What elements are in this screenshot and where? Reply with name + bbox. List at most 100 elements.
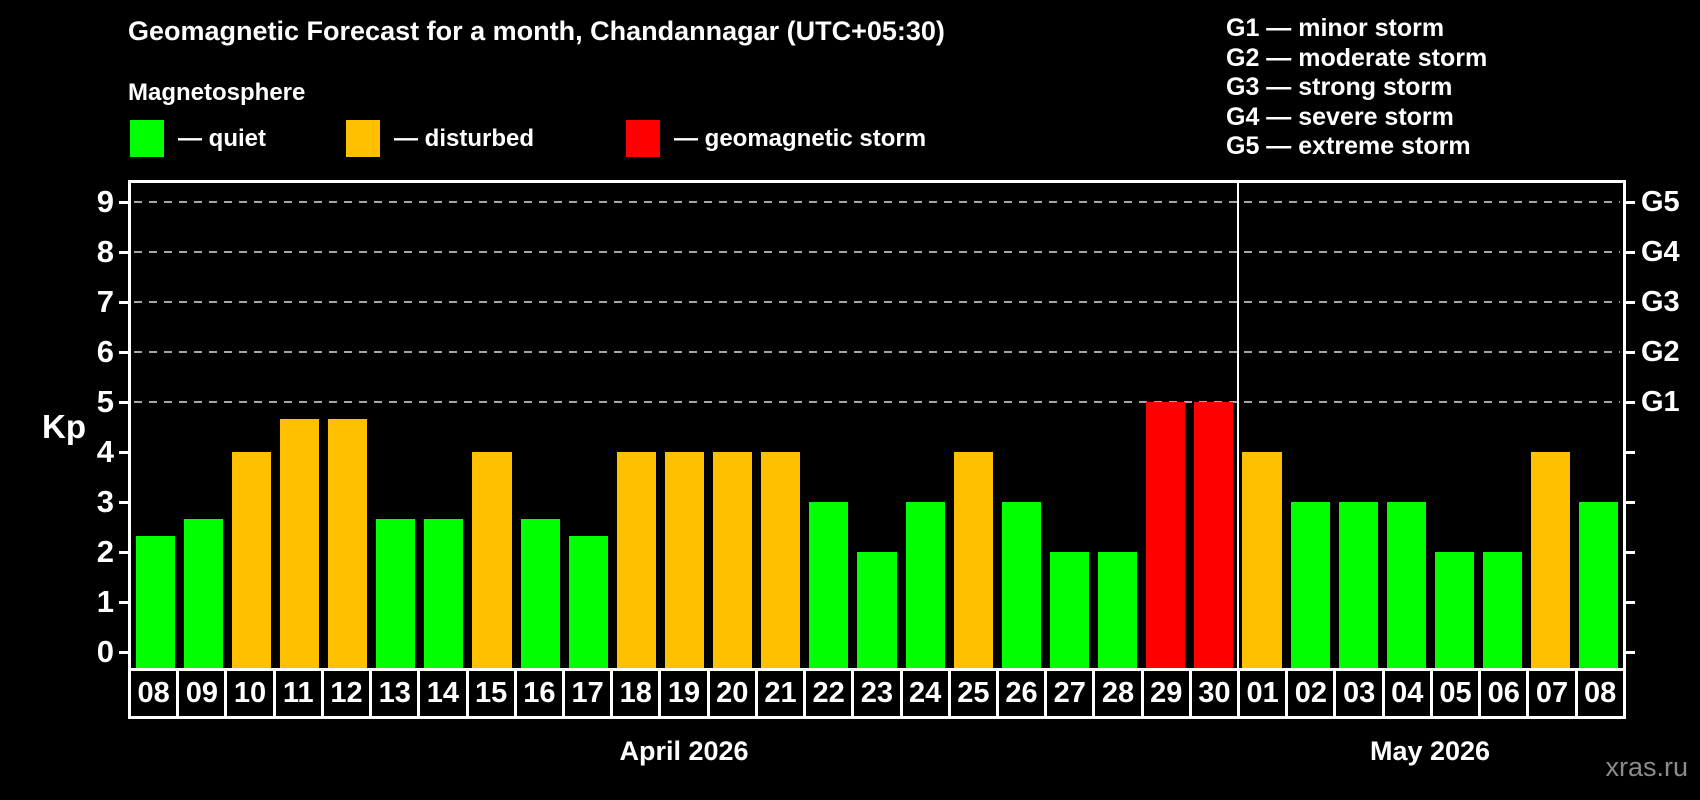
day-cell-01: 01 — [1240, 671, 1289, 716]
day-cell-19: 19 — [661, 671, 710, 716]
day-cell-07: 07 — [1529, 671, 1578, 716]
day-cell-13: 13 — [372, 671, 421, 716]
y-tick-label-7: 7 — [96, 284, 114, 319]
kp-bar-day-06 — [1483, 552, 1523, 668]
day-axis-row: 08 09 10 11 12 13 14 15 16 17 18 19 20 21 22 23 24 25 26 27… — [128, 668, 1626, 719]
y-axis-title: Kp — [42, 408, 86, 445]
kp-bar-day-09 — [183, 518, 223, 668]
y-tick-right-5 — [1623, 400, 1635, 404]
day-cell-26: 26 — [999, 671, 1048, 716]
y-tick-label-1: 1 — [96, 584, 114, 619]
y-tick-label-8: 8 — [96, 234, 114, 269]
kp-bar-day-16 — [520, 518, 560, 668]
gridline-kp5 — [134, 401, 1620, 403]
y-tick-right-7 — [1623, 300, 1635, 304]
g-axis-label-g2: G2 — [1641, 336, 1680, 368]
month-label-april: April 2026 — [619, 736, 749, 766]
day-cell-06: 06 — [1481, 671, 1530, 716]
g-legend-line-4: G4 — severe storm — [1226, 102, 1454, 131]
kp-bar-day-08 — [135, 535, 175, 668]
g-axis-label-g1: G1 — [1641, 386, 1680, 418]
day-cell-15: 15 — [469, 671, 517, 716]
y-tick-right-2 — [1623, 550, 1635, 554]
y-tick-label-2: 2 — [96, 534, 114, 569]
kp-bar-day-29 — [1146, 402, 1186, 668]
kp-bar-day-24 — [905, 502, 945, 668]
y-tick-left-9 — [119, 200, 131, 204]
kp-bar-day-13 — [376, 518, 416, 668]
kp-bar-day-28 — [1098, 552, 1138, 668]
day-cell-10: 10 — [227, 671, 276, 716]
day-cell-28: 28 — [1095, 671, 1144, 716]
g-legend-line-3: G3 — strong storm — [1226, 73, 1453, 102]
legend-item-quiet: — quiet — [130, 120, 266, 157]
y-tick-left-6 — [119, 350, 131, 354]
day-cell-02: 02 — [1288, 671, 1337, 716]
magnetosphere-heading: Magnetosphere — [128, 79, 306, 106]
kp-bar-day-17 — [568, 535, 608, 668]
kp-bar-day-23 — [857, 552, 897, 668]
y-tick-left-3 — [119, 500, 131, 504]
g-legend-line-2: G2 — moderate storm — [1226, 43, 1488, 72]
kp-bar-day-15 — [472, 452, 512, 668]
day-cell-14: 14 — [420, 671, 469, 716]
day-cell-23: 23 — [854, 671, 903, 716]
y-tick-left-5 — [119, 400, 131, 404]
kp-bar-day-18 — [616, 452, 656, 668]
g-axis-label-g3: G3 — [1641, 286, 1680, 318]
y-tick-right-0 — [1623, 650, 1635, 654]
legend-label-storm: — geomagnetic storm — [674, 124, 927, 152]
day-cell-08: 08 — [131, 671, 180, 716]
y-tick-right-4 — [1623, 450, 1635, 454]
y-tick-label-3: 3 — [96, 484, 114, 519]
kp-bar-day-11 — [279, 418, 319, 668]
kp-bar-day-05 — [1434, 552, 1475, 668]
kp-bar-day-26 — [1001, 502, 1041, 668]
g-axis-label-g4: G4 — [1641, 236, 1680, 268]
gridline-kp7 — [134, 301, 1620, 303]
y-tick-right-9 — [1623, 200, 1635, 204]
y-tick-label-6: 6 — [96, 334, 114, 369]
g-axis-label-g5: G5 — [1641, 186, 1680, 218]
kp-bar-day-10 — [231, 452, 271, 668]
day-cell-09: 09 — [179, 671, 228, 716]
y-tick-left-4 — [119, 450, 131, 454]
gridline-kp8 — [134, 251, 1620, 253]
g-scale-legend: G1 — minor storm G2 — moderate storm G3 — … — [1226, 14, 1487, 162]
kp-bar-day-27 — [1049, 552, 1090, 668]
day-cell-17: 17 — [565, 671, 614, 716]
y-tick-right-8 — [1623, 250, 1635, 254]
kp-bar-day-14 — [424, 518, 464, 668]
day-cell-29: 29 — [1144, 671, 1192, 716]
day-cell-12: 12 — [324, 671, 373, 716]
day-cell-21: 21 — [758, 671, 807, 716]
legend-label-disturbed: — disturbed — [394, 124, 535, 152]
legend-swatch-disturbed — [346, 120, 380, 157]
plot-frame — [128, 180, 1626, 668]
day-cell-24: 24 — [903, 671, 951, 716]
day-cell-03: 03 — [1336, 671, 1385, 716]
month-label-may: May 2026 — [1369, 736, 1491, 766]
day-cell-30: 30 — [1192, 671, 1241, 716]
kp-bar-day-30 — [1194, 402, 1234, 668]
kp-bar-day-02 — [1290, 502, 1330, 668]
y-tick-label-0: 0 — [96, 634, 114, 669]
day-cell-05: 05 — [1433, 671, 1482, 716]
kp-bar-day-04 — [1386, 502, 1426, 668]
kp-bar-day-21 — [761, 452, 801, 668]
day-cell-11: 11 — [276, 671, 324, 716]
day-cell-22: 22 — [806, 671, 855, 716]
legend-item-disturbed: — disturbed — [346, 120, 534, 157]
kp-bar-day-22 — [809, 502, 849, 668]
y-tick-left-2 — [119, 550, 131, 554]
day-cell-18: 18 — [613, 671, 662, 716]
y-tick-label-9: 9 — [96, 184, 114, 219]
day-cell-27: 27 — [1047, 671, 1096, 716]
y-tick-label-5: 5 — [96, 384, 114, 419]
y-tick-left-1 — [119, 600, 131, 604]
kp-bar-day-07 — [1531, 452, 1571, 668]
gridline-kp6 — [134, 351, 1620, 353]
page-title: Geomagnetic Forecast for a month, Chanda… — [128, 16, 945, 46]
month-separator-line — [1237, 183, 1239, 668]
y-tick-label-4: 4 — [96, 434, 114, 469]
